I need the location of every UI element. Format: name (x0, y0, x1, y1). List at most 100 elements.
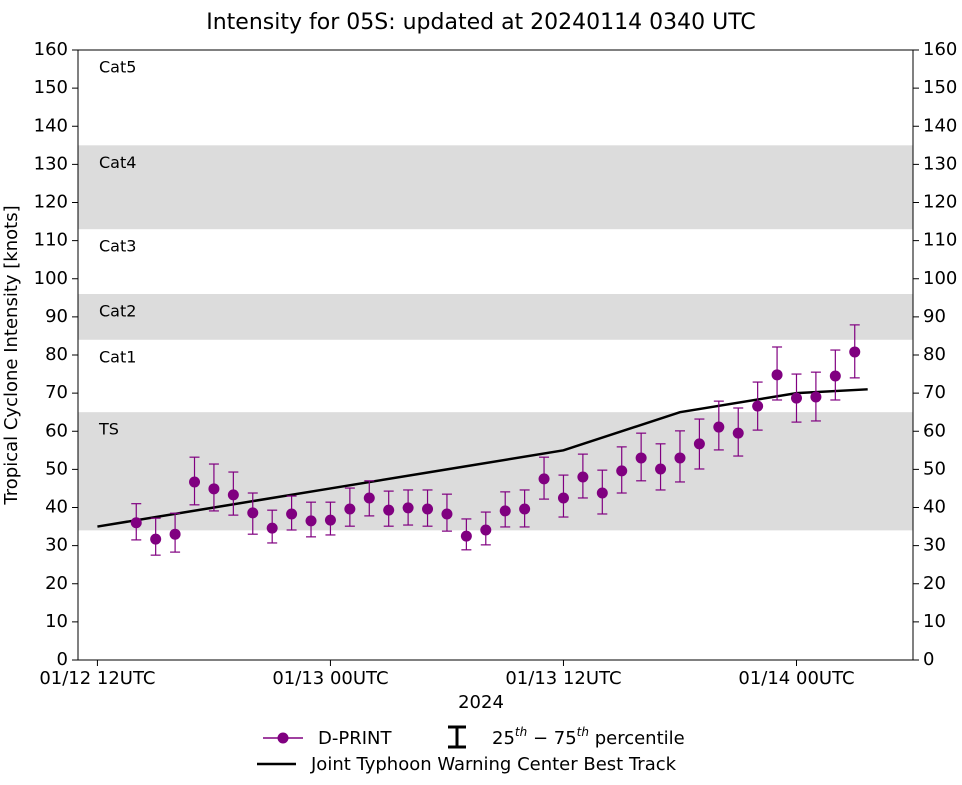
y2-tick-label: 20 (923, 573, 946, 594)
data-point (557, 492, 569, 504)
data-point (441, 508, 453, 520)
y-tick-label: 30 (45, 535, 68, 556)
data-point (596, 487, 608, 499)
category-band (78, 145, 913, 230)
data-point (519, 503, 531, 515)
x-axis-label: 2024 (458, 692, 504, 713)
y-tick-label: 70 (45, 382, 68, 403)
category-label: TS (98, 420, 119, 439)
data-point (771, 369, 783, 381)
y-tick-label: 60 (45, 420, 68, 441)
category-label: Cat3 (99, 237, 136, 256)
data-point (150, 533, 162, 545)
y-axis-label: Tropical Cyclone Intensity [knots] (1, 205, 22, 505)
y2-tick-label: 30 (923, 535, 946, 556)
x-tick-label: 01/14 00UTC (738, 668, 854, 689)
data-point (829, 370, 841, 382)
data-point (266, 522, 278, 534)
y2-tick-label: 80 (923, 344, 946, 365)
data-point (790, 392, 802, 404)
y-tick-label: 90 (45, 306, 68, 327)
y2-tick-label: 0 (923, 649, 934, 670)
x-tick-label: 01/13 00UTC (272, 668, 388, 689)
data-point (460, 530, 472, 542)
x-tick-label: 01/12 12UTC (39, 668, 155, 689)
y2-tick-label: 70 (923, 382, 946, 403)
y2-tick-label: 160 (923, 39, 957, 60)
data-point (208, 483, 220, 495)
data-point (422, 503, 434, 515)
legend-label-part: th (577, 725, 589, 739)
data-point (674, 452, 686, 464)
y-tick-label: 50 (45, 458, 68, 479)
data-point (286, 508, 298, 520)
chart-title: Intensity for 05S: updated at 20240114 0… (206, 10, 756, 35)
y-tick-label: 110 (34, 230, 68, 251)
y-tick-label: 10 (45, 611, 68, 632)
data-point (616, 465, 628, 477)
y-tick-label: 80 (45, 344, 68, 365)
data-point (752, 400, 764, 412)
data-point (732, 427, 744, 439)
legend-marker (277, 732, 289, 744)
data-point (247, 507, 259, 519)
data-point (655, 463, 667, 475)
plot-frame (77, 49, 914, 661)
y-tick-label: 160 (34, 39, 68, 60)
category-label: Cat5 (99, 58, 136, 77)
data-point (383, 504, 395, 516)
category-band (78, 294, 913, 340)
x-tick-label: 01/13 12UTC (505, 668, 621, 689)
data-point (635, 452, 647, 464)
legend-label: D-PRINT (318, 728, 392, 749)
y-tick-label: 40 (45, 497, 68, 518)
category-label: Cat4 (99, 153, 136, 172)
y-tick-label: 100 (34, 268, 68, 289)
y2-tick-label: 50 (923, 458, 946, 479)
data-point (810, 391, 822, 403)
data-point (189, 476, 201, 488)
data-point (402, 502, 414, 514)
category-label: Cat1 (99, 347, 136, 366)
y-tick-label: 130 (34, 153, 68, 174)
data-point (713, 421, 725, 433)
category-band (78, 412, 913, 531)
data-point (363, 492, 375, 504)
y2-tick-label: 130 (923, 153, 957, 174)
y2-tick-label: 40 (923, 497, 946, 518)
legend-label-part: th (515, 725, 527, 739)
legend-label: Joint Typhoon Warning Center Best Track (310, 754, 677, 775)
data-point (227, 489, 239, 501)
data-point (577, 471, 589, 483)
data-point (849, 346, 861, 358)
data-point (538, 473, 550, 485)
data-point (499, 505, 511, 517)
y2-tick-label: 150 (923, 77, 957, 98)
y2-tick-label: 60 (923, 420, 946, 441)
y2-tick-label: 120 (923, 192, 957, 213)
data-point (693, 438, 705, 450)
data-point (169, 528, 181, 540)
data-point (324, 514, 336, 526)
y-tick-label: 20 (45, 573, 68, 594)
data-point (305, 515, 317, 527)
data-point (344, 503, 356, 515)
y2-tick-label: 140 (923, 115, 957, 136)
y2-tick-label: 10 (923, 611, 946, 632)
data-point (480, 524, 492, 536)
legend-label-part: − 75 (527, 728, 576, 749)
y-tick-label: 0 (57, 649, 68, 670)
legend-label-part: 25 (492, 728, 515, 749)
legend-label: 25th − 75th percentile (492, 725, 685, 750)
y2-tick-label: 90 (923, 306, 946, 327)
y2-tick-label: 110 (923, 230, 957, 251)
category-label: Cat2 (99, 302, 136, 321)
legend-label-part: percentile (589, 728, 685, 749)
y-tick-label: 120 (34, 192, 68, 213)
y-tick-label: 140 (34, 115, 68, 136)
y2-tick-label: 100 (923, 268, 957, 289)
data-point (130, 517, 142, 529)
y-tick-label: 150 (34, 77, 68, 98)
